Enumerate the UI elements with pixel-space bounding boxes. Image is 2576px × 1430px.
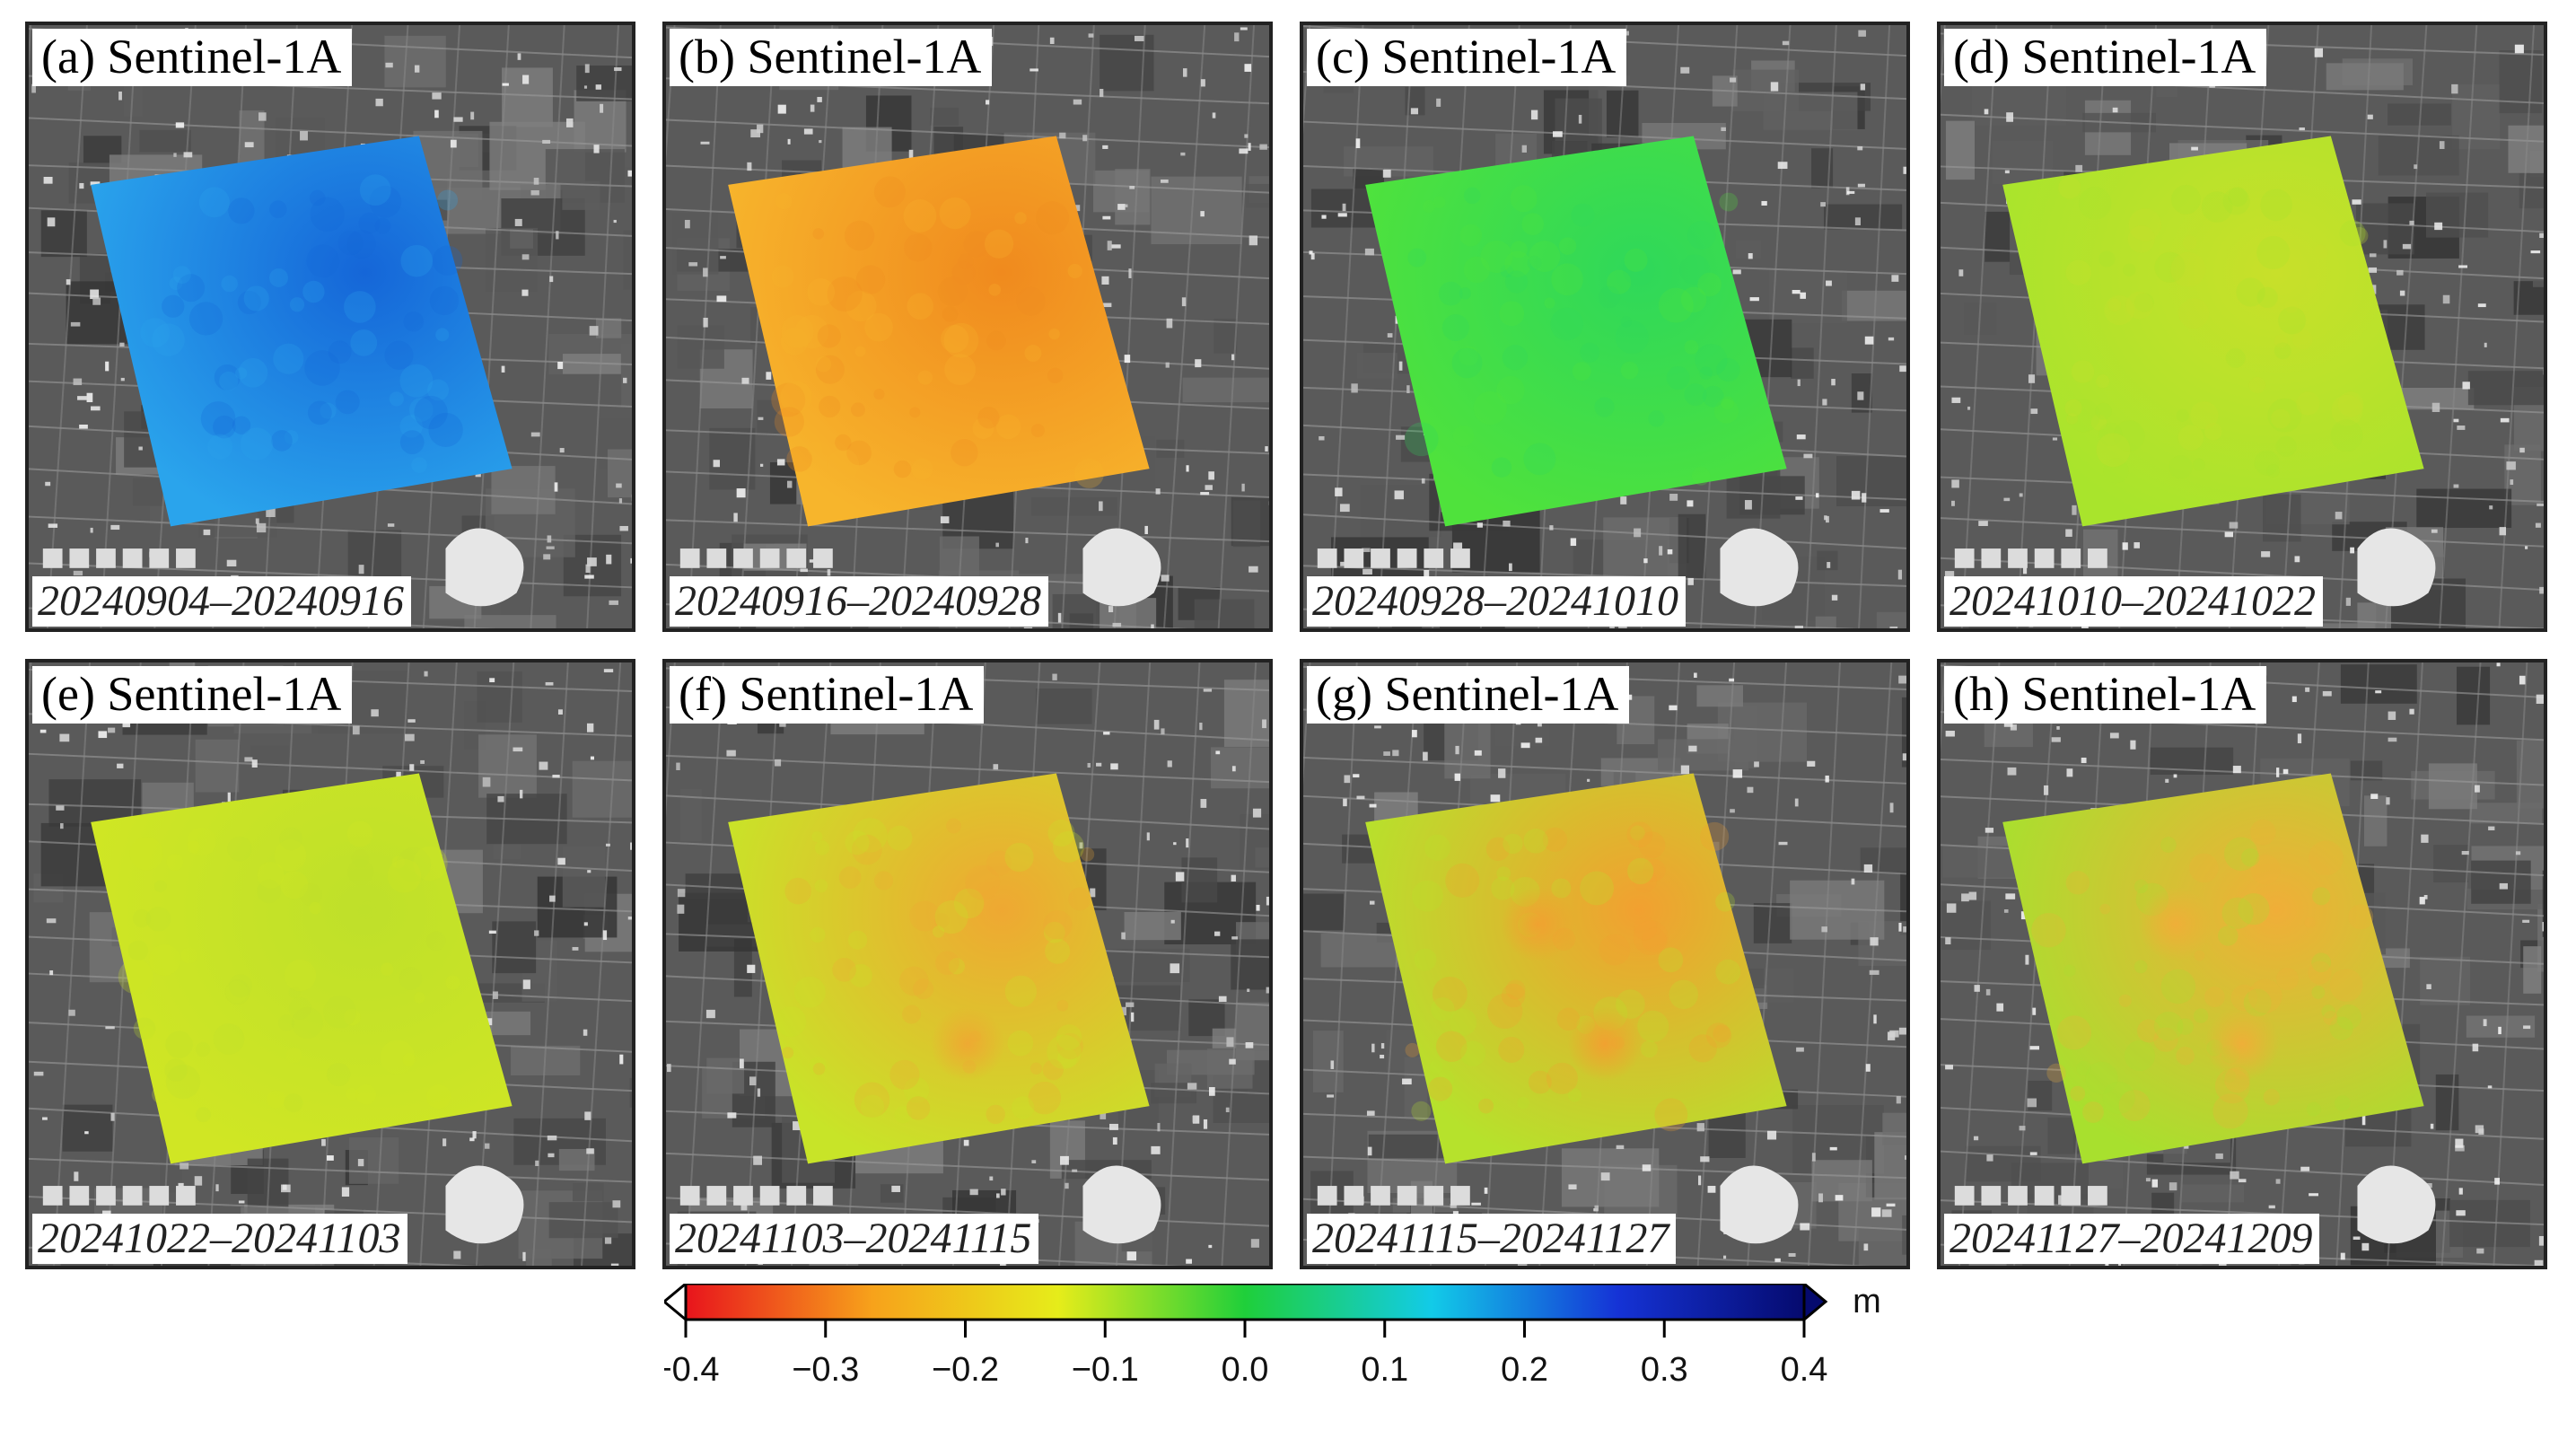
colorbar-right-triangle [1802, 1284, 1828, 1323]
colorbar-tick-label: 0.3 [1641, 1351, 1688, 1389]
colorbar-tick-label: 0.4 [1781, 1351, 1828, 1389]
colorbar-gradient [684, 1284, 1806, 1321]
panel-title: (f) Sentinel-1A [670, 666, 985, 724]
insar-panel: (g) Sentinel-1A 20241115–20241127 [1300, 659, 1910, 1269]
colorbar-tick-label: −0.4 [664, 1351, 720, 1389]
subsidence-spot-upper [2138, 887, 2213, 962]
scene-map [1941, 25, 2544, 628]
colorbar-left-triangle [664, 1284, 688, 1323]
insar-panel: (c) Sentinel-1A 20240928–20241010 [1300, 22, 1910, 632]
insar-panel: (e) Sentinel-1A 20241022–20241103 [25, 659, 635, 1269]
insar-panel: (h) Sentinel-1A 20241127–20241209 [1937, 659, 2547, 1269]
panel-date-range: 20240904–20240916 [32, 576, 411, 627]
colorbar-tick-label: −0.3 [792, 1351, 859, 1389]
deformation-overlay [728, 773, 1150, 1164]
scene-map [666, 662, 1269, 1266]
panel-date-range: 20241103–20241115 [670, 1214, 1039, 1264]
deformation-overlay [2002, 136, 2424, 527]
panel-date-range: 20241127–20241209 [1944, 1214, 2320, 1264]
panel-date-range: 20241022–20241103 [32, 1214, 408, 1264]
deformation-overlay [1365, 136, 1787, 527]
panel-title: (b) Sentinel-1A [670, 29, 993, 86]
colorbar-unit: m [1853, 1284, 1881, 1320]
insar-panel: (d) Sentinel-1A 20241010–20241022 [1937, 22, 2547, 632]
insar-panel: (f) Sentinel-1A 20241103–20241115 [662, 659, 1273, 1269]
insar-panel: (b) Sentinel-1A 20240916–20240928 [662, 22, 1273, 632]
colorbar-tick-label: 0.2 [1501, 1351, 1548, 1389]
panel-title: (g) Sentinel-1A [1307, 666, 1630, 724]
deformation-overlay [728, 136, 1150, 527]
panel-title: (h) Sentinel-1A [1944, 666, 2267, 724]
panel-date-range: 20241115–20241127 [1307, 1214, 1677, 1264]
colorbar-tick-label: −0.1 [1072, 1351, 1139, 1389]
subsidence-spot-lower [1567, 1006, 1643, 1082]
scene-map [1941, 662, 2544, 1266]
scene-map [666, 25, 1269, 628]
scene-map [1303, 25, 1906, 628]
panel-date-range: 20241010–20241022 [1944, 576, 2323, 627]
deformation-overlay [2002, 773, 2424, 1164]
panel-title: (e) Sentinel-1A [32, 666, 353, 724]
colorbar: m −0.4 −0.3 −0.2 −0.1 0.0 0.1 0.2 0.3 0.4 [664, 1284, 1881, 1389]
colorbar-ticks: −0.4 −0.3 −0.2 −0.1 0.0 0.1 0.2 0.3 0.4 [664, 1320, 1827, 1389]
scene-map [29, 25, 632, 628]
panel-title: (d) Sentinel-1A [1944, 29, 2267, 86]
panel-title: (a) Sentinel-1A [32, 29, 353, 86]
panel-date-range: 20240916–20240928 [670, 576, 1048, 627]
scene-map [29, 662, 632, 1266]
colorbar-tick-label: 0.0 [1222, 1351, 1269, 1389]
deformation-overlay [1365, 773, 1787, 1164]
subsidence-spot-lower [930, 1006, 1005, 1082]
insar-panel: (a) Sentinel-1A 20240904–20240916 [25, 22, 635, 632]
colorbar-tick-label: −0.2 [932, 1351, 999, 1389]
deformation-overlay [91, 136, 513, 527]
panel-date-range: 20240928–20241010 [1307, 576, 1686, 627]
colorbar-tick-label: 0.1 [1361, 1351, 1408, 1389]
scene-map [1303, 662, 1906, 1266]
deformation-overlay [91, 773, 513, 1164]
subsidence-spot-lower [2204, 1006, 2280, 1082]
panel-title: (c) Sentinel-1A [1307, 29, 1627, 86]
subsidence-spot-upper [1501, 887, 1576, 962]
